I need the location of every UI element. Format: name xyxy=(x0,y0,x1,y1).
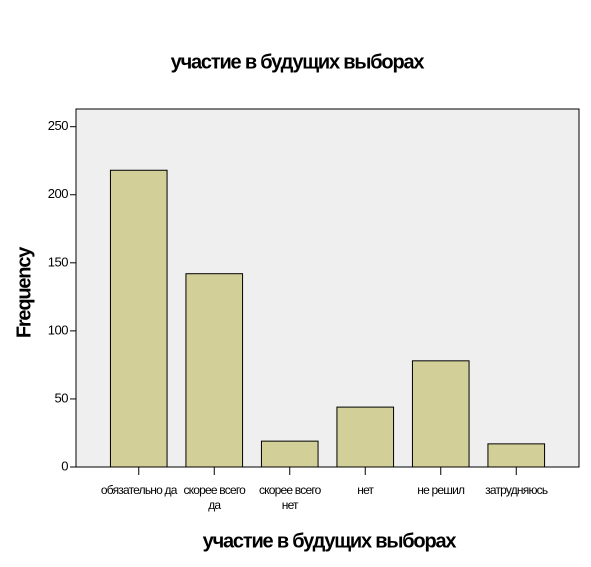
bar xyxy=(487,443,546,468)
x-tick-label: затрудняюсь xyxy=(485,483,548,497)
x-tick-label: скорее всего да xyxy=(183,483,245,512)
bar xyxy=(336,406,395,468)
y-tick-label: 50 xyxy=(55,390,69,405)
bar xyxy=(185,273,244,468)
bar xyxy=(109,169,168,468)
y-tick-label: 100 xyxy=(48,322,68,337)
x-tick-label: обязательно да xyxy=(100,483,178,497)
y-axis-label: Frequency xyxy=(13,246,35,338)
bar xyxy=(260,440,319,468)
x-tick-label: скорее всего нет xyxy=(258,483,321,512)
y-tick-label: 150 xyxy=(48,254,68,269)
y-tick-label: 200 xyxy=(48,186,68,201)
x-tick-label: нет xyxy=(357,483,374,497)
x-tick-label: не решил xyxy=(417,483,465,497)
y-tick-label: 0 xyxy=(61,458,68,473)
bar xyxy=(411,360,470,468)
y-tick-label: 250 xyxy=(48,118,68,133)
chart-title: участие в будущих выборах xyxy=(171,51,425,73)
x-axis-label: участие в будущих выборах xyxy=(203,530,457,552)
